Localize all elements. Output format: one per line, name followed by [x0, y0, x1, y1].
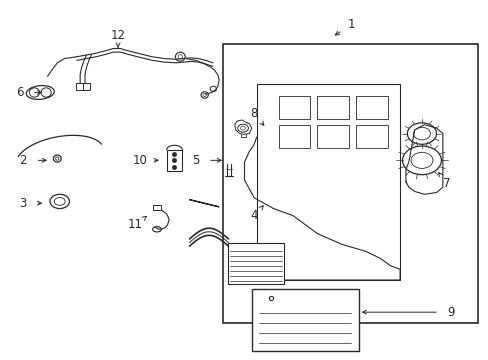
Text: 1: 1 [347, 18, 354, 31]
Text: 7: 7 [442, 177, 449, 190]
Text: 10: 10 [132, 154, 147, 167]
Bar [317, 96, 348, 119]
Bar [356, 96, 387, 119]
Bar [251, 289, 358, 351]
Text: 2: 2 [20, 154, 27, 167]
Text: 3: 3 [20, 197, 27, 210]
Bar [82, 83, 90, 90]
Text: 4: 4 [250, 209, 258, 222]
Text: 8: 8 [250, 107, 257, 120]
Bar [222, 44, 477, 323]
Text: 9: 9 [447, 306, 454, 319]
Text: 11: 11 [127, 218, 142, 231]
Bar [76, 83, 84, 90]
Bar [153, 205, 161, 210]
Bar [228, 243, 284, 284]
Text: 5: 5 [192, 154, 199, 167]
Text: 12: 12 [110, 29, 125, 42]
Bar [278, 125, 309, 148]
Bar [278, 96, 309, 119]
Bar [317, 125, 348, 148]
Text: 6: 6 [16, 86, 23, 99]
Bar [166, 150, 182, 171]
Bar [256, 84, 399, 280]
Bar [356, 125, 387, 148]
